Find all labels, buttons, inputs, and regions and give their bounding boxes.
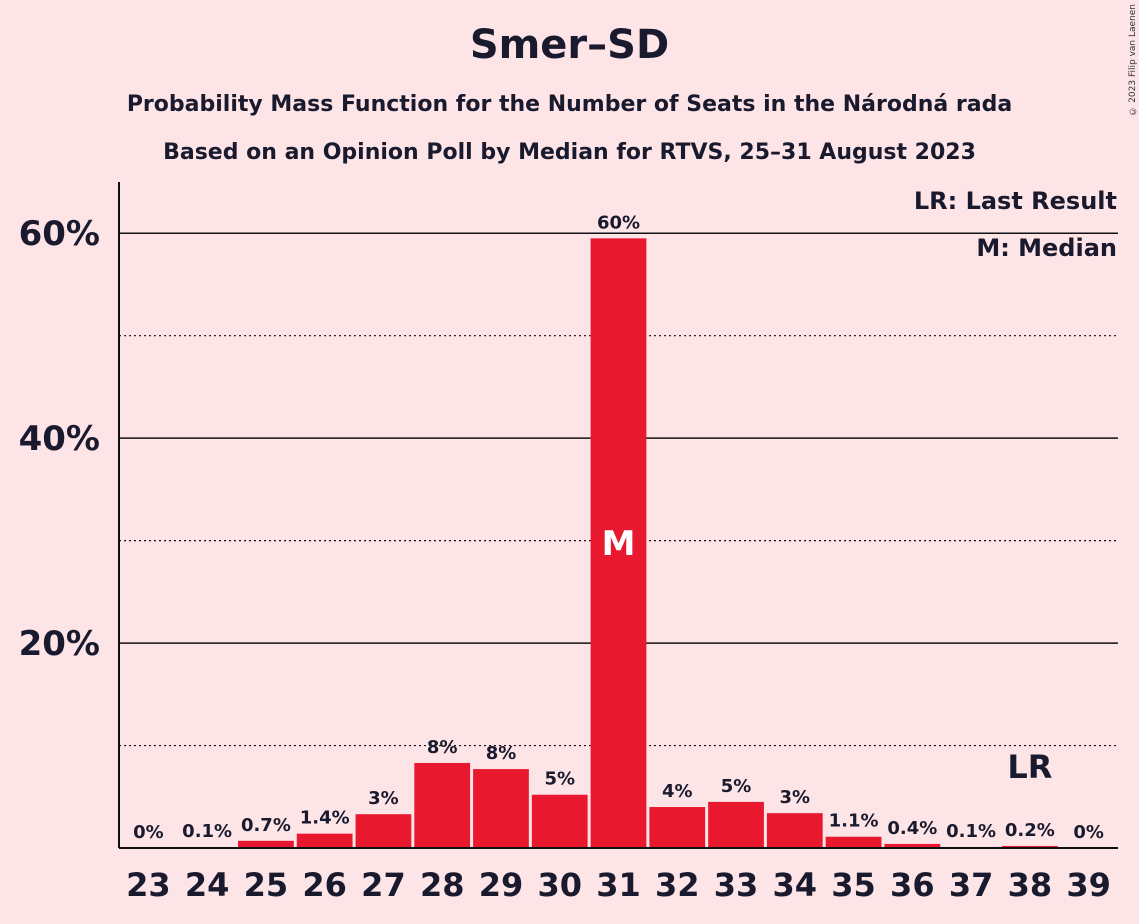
chart-subtitle-2: Based on an Opinion Poll by Median for R… bbox=[163, 140, 976, 165]
x-tick-label: 29 bbox=[479, 866, 524, 904]
last-result-marker: LR bbox=[1007, 748, 1052, 786]
bar-seat-33 bbox=[708, 801, 764, 848]
x-tick-label: 39 bbox=[1066, 866, 1111, 904]
bar-seat-34 bbox=[766, 813, 823, 848]
legend-entry: LR: Last Result bbox=[914, 187, 1117, 215]
bar-seat-32 bbox=[649, 807, 706, 848]
bar-seat-38 bbox=[1001, 845, 1058, 848]
bar-seat-27 bbox=[355, 814, 412, 848]
x-tick-label: 23 bbox=[126, 866, 171, 904]
x-tick-label: 36 bbox=[890, 866, 935, 904]
bar-value-label: 5% bbox=[544, 769, 575, 790]
x-tick-label: 24 bbox=[185, 866, 230, 904]
x-tick-label: 26 bbox=[302, 866, 347, 904]
bar-value-label: 1.4% bbox=[300, 808, 350, 829]
bar-value-label: 8% bbox=[427, 737, 458, 758]
y-axis: 20% 40% 60% bbox=[19, 182, 120, 848]
chart-subtitle-1: Probability Mass Function for the Number… bbox=[126, 92, 1013, 117]
bar-seat-29 bbox=[473, 769, 529, 848]
x-tick-label: 37 bbox=[949, 866, 994, 904]
y-tick-label: 20% bbox=[19, 624, 100, 664]
x-tick-label: 27 bbox=[361, 866, 406, 904]
gridlines bbox=[119, 232, 1118, 747]
x-tick-label: 38 bbox=[1008, 866, 1053, 904]
bar-value-label: 1.1% bbox=[829, 811, 879, 832]
x-axis: 23 24 25 26 27 28 29 30 31 32 33 34 35 36 37 38 39 bbox=[119, 847, 1118, 904]
x-tick-label: 34 bbox=[773, 866, 818, 904]
bar-seat-31 bbox=[590, 238, 647, 848]
x-tick-label: 25 bbox=[244, 866, 289, 904]
bar-value-label: 0.1% bbox=[946, 821, 996, 842]
bar-value-label: 8% bbox=[486, 743, 517, 764]
bar-value-label: 3% bbox=[368, 788, 399, 809]
x-tick-label: 31 bbox=[596, 866, 641, 904]
bar-value-label: 5% bbox=[721, 776, 752, 797]
x-tick-label: 30 bbox=[537, 866, 582, 904]
bar-value-label: 0.7% bbox=[241, 815, 291, 836]
bar-value-label: 0.4% bbox=[887, 818, 937, 839]
x-tick-label: 35 bbox=[831, 866, 876, 904]
median-marker: M bbox=[602, 524, 636, 564]
bar-value-label: 0% bbox=[1073, 822, 1104, 843]
y-tick-label: 40% bbox=[19, 419, 100, 459]
bar-value-label: 0.1% bbox=[182, 821, 232, 842]
bar-value-label: 0% bbox=[133, 822, 164, 843]
bar-seat-35 bbox=[825, 836, 882, 848]
bar-seat-36 bbox=[884, 843, 941, 848]
bar-seat-28 bbox=[414, 762, 471, 848]
y-tick-label: 60% bbox=[19, 214, 100, 254]
x-tick-label: 32 bbox=[655, 866, 700, 904]
bar-value-label: 3% bbox=[780, 787, 811, 808]
bar-seat-30 bbox=[531, 794, 588, 848]
bar-value-label: 60% bbox=[597, 212, 640, 233]
x-tick-label: 33 bbox=[714, 866, 759, 904]
chart-title: Smer–SD bbox=[469, 22, 670, 68]
legend: LR: Last Result M: Median bbox=[914, 187, 1117, 262]
bar-seat-26 bbox=[296, 833, 353, 848]
x-tick-label: 28 bbox=[420, 866, 465, 904]
bars: 0% 0.1% 0.7% 1.4% 3% 8% 8% 5% 60% M 4% 5% 3% 1.1% 0.4%… bbox=[133, 212, 1104, 848]
bar-value-label: 4% bbox=[662, 781, 693, 802]
bar-seat-25 bbox=[238, 840, 294, 848]
legend-entry: M: Median bbox=[976, 234, 1117, 262]
bar-value-label: 0.2% bbox=[1005, 820, 1055, 841]
